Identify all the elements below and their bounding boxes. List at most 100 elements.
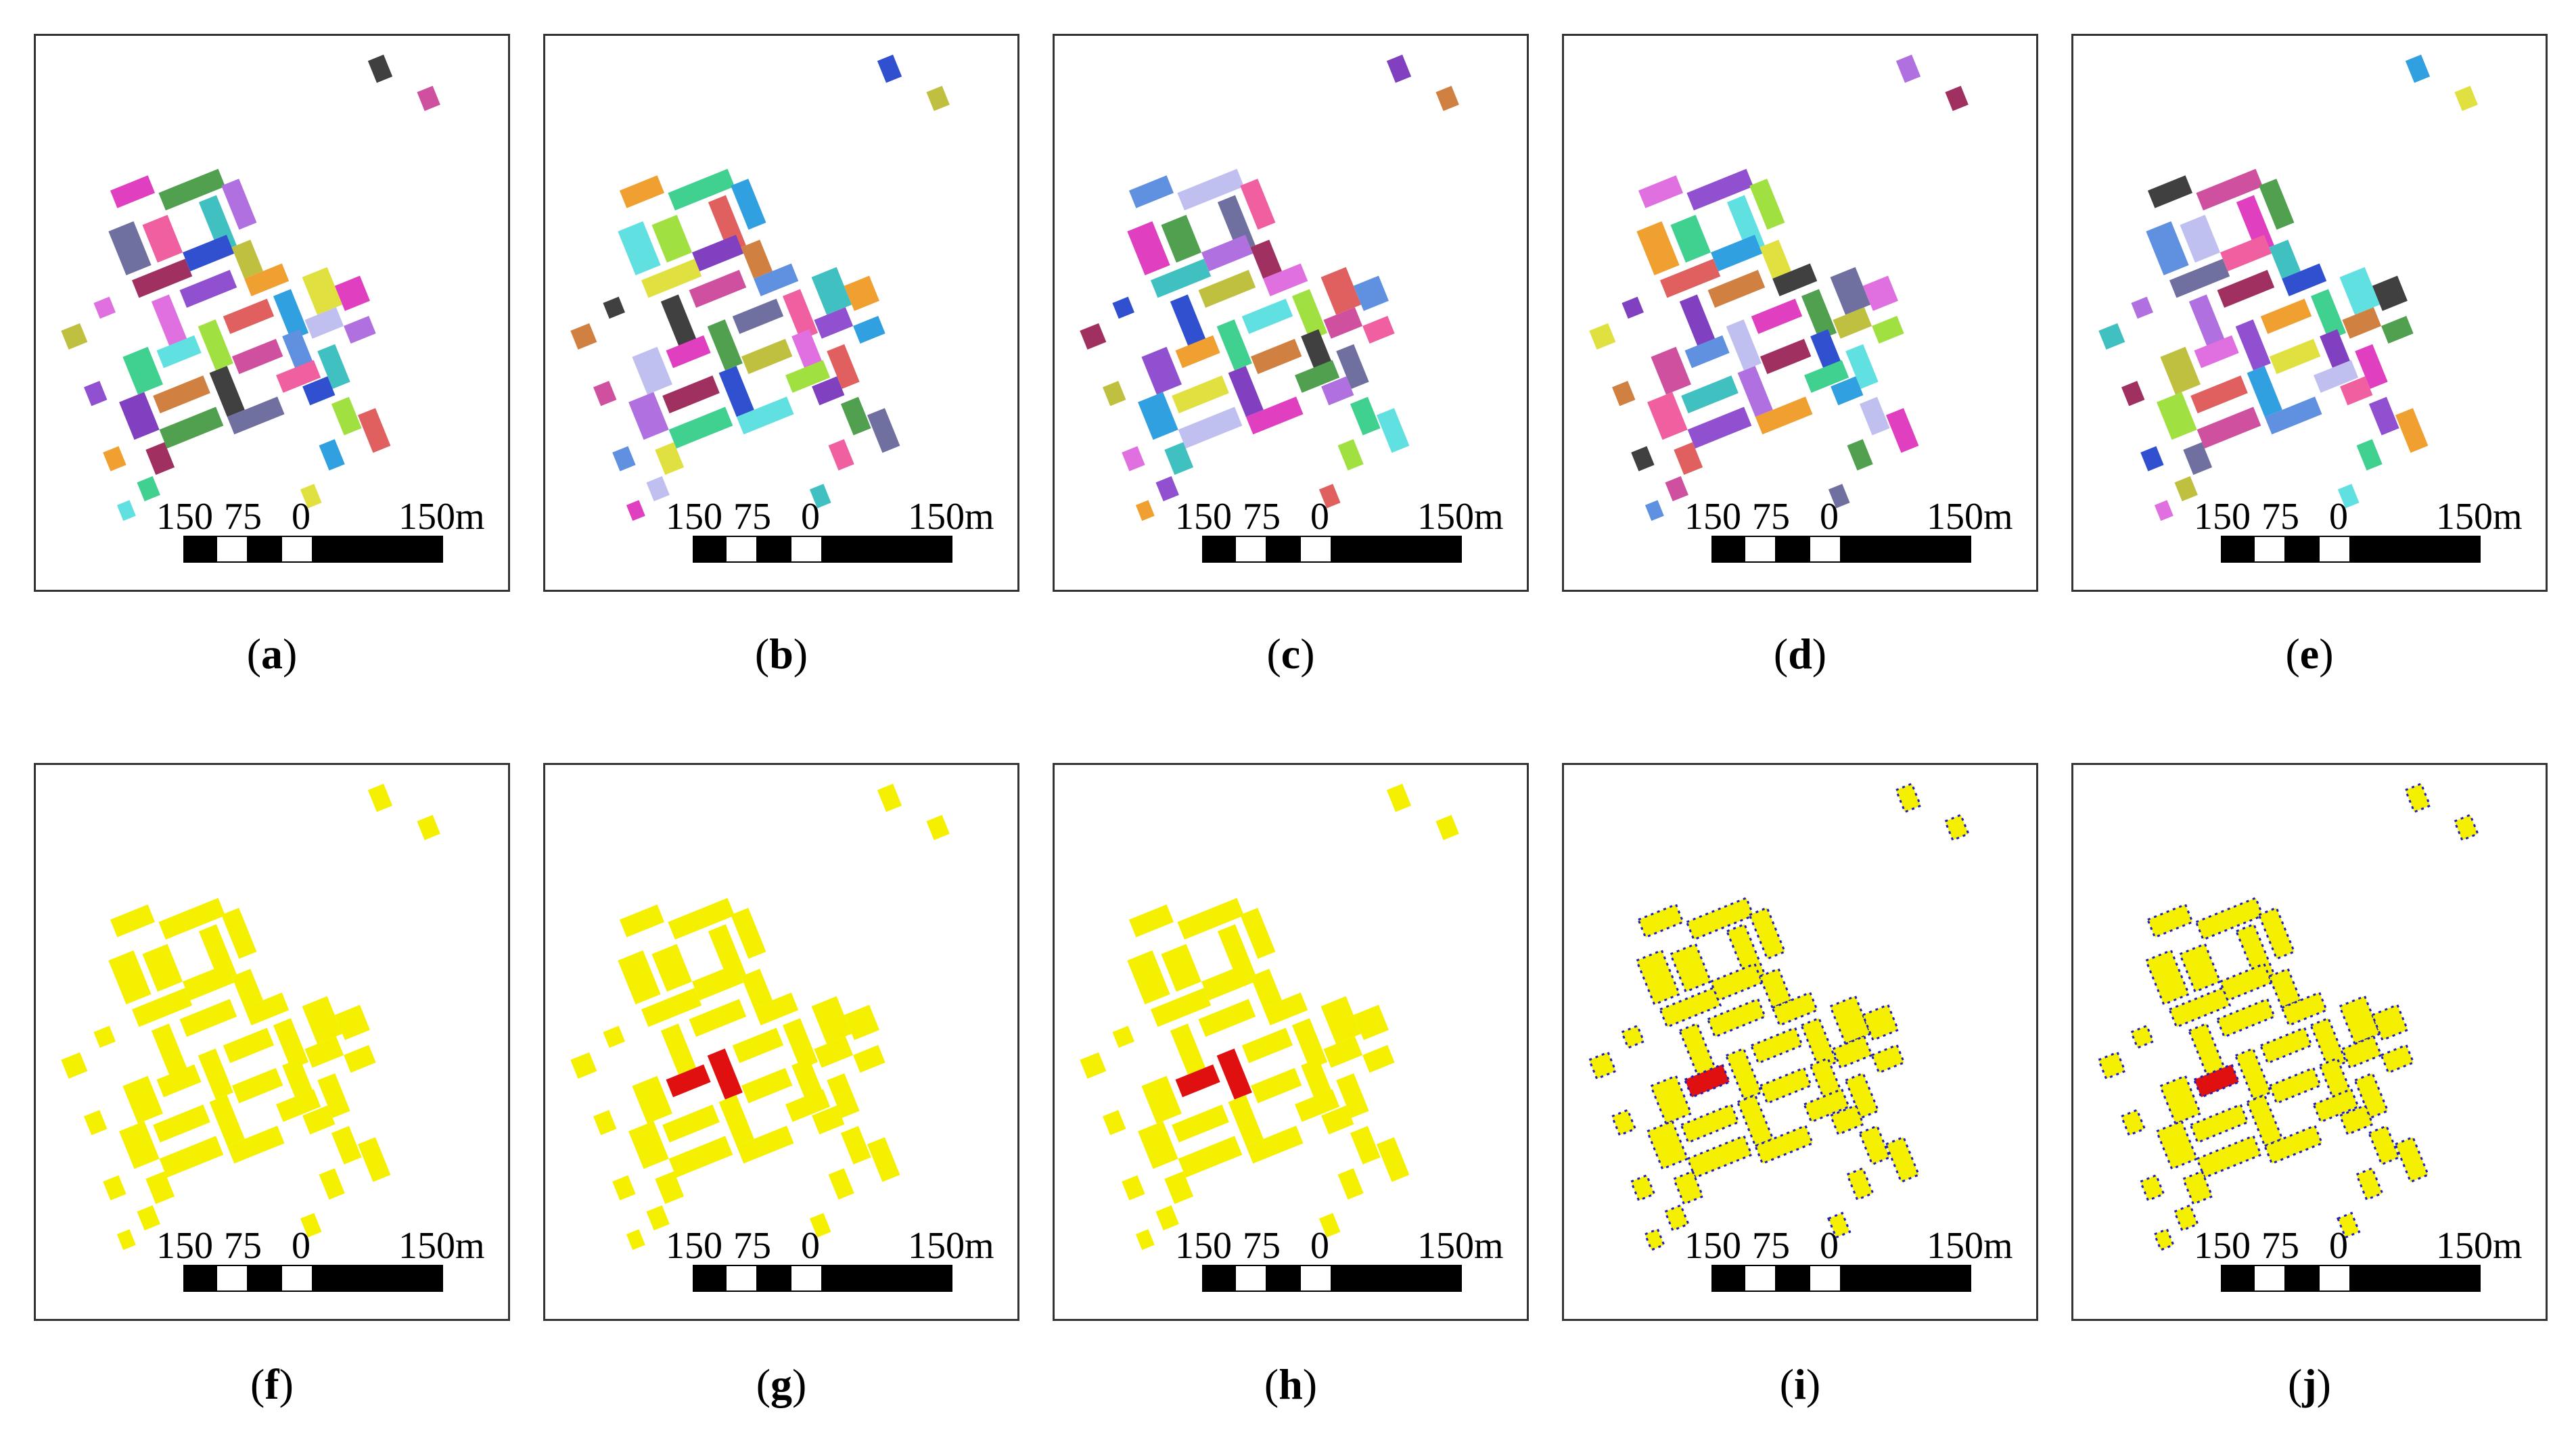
building-footprint bbox=[732, 1027, 784, 1063]
building-footprint bbox=[1170, 1023, 1208, 1082]
building-footprint bbox=[1749, 1026, 1804, 1065]
building-footprint bbox=[1945, 85, 1969, 112]
building-footprint bbox=[628, 392, 669, 440]
building-footprint bbox=[2188, 294, 2227, 352]
building-footprint bbox=[1644, 500, 1664, 521]
building-footprint bbox=[814, 1036, 854, 1068]
building-footprint bbox=[732, 298, 784, 334]
building-footprint bbox=[1336, 344, 1369, 389]
building-footprint bbox=[1318, 1213, 1341, 1238]
building-footprint bbox=[2190, 375, 2248, 414]
building-footprint bbox=[1175, 1064, 1220, 1098]
building-footprint bbox=[1350, 1125, 1381, 1165]
scale-label: 75 bbox=[1752, 496, 1790, 538]
building-footprint bbox=[1376, 1137, 1410, 1182]
building-footprint bbox=[828, 1168, 854, 1200]
building-footprint bbox=[1245, 396, 1304, 435]
building-footprint bbox=[158, 898, 225, 940]
building-footprint bbox=[2269, 338, 2321, 375]
building-footprint bbox=[1386, 54, 1412, 83]
building-footprint bbox=[1872, 316, 1904, 344]
map-panel-j: 150 75 0 150m bbox=[2071, 763, 2548, 1321]
scale-bar-graphic bbox=[693, 1265, 952, 1292]
building-footprint bbox=[1135, 500, 1155, 521]
building-footprint bbox=[612, 446, 636, 471]
building-footprint bbox=[1376, 408, 1410, 453]
building-footprint bbox=[2454, 85, 2478, 112]
building-footprint bbox=[1291, 289, 1328, 340]
building-footprint bbox=[417, 814, 440, 841]
building-footprint bbox=[646, 475, 670, 502]
building-footprint bbox=[593, 381, 617, 406]
building-footprint bbox=[1636, 903, 1684, 939]
building-footprint bbox=[655, 442, 685, 475]
building-footprint bbox=[1674, 442, 1703, 475]
building-footprint bbox=[1435, 85, 1459, 112]
building-footprint bbox=[1760, 239, 1791, 279]
building-footprint bbox=[1870, 1044, 1906, 1074]
panel-caption-letter: g bbox=[770, 1360, 792, 1408]
scale-segment bbox=[2317, 536, 2352, 563]
building-footprint bbox=[2339, 1104, 2374, 1136]
scale-segment bbox=[1233, 536, 1268, 563]
building-footprint bbox=[1679, 294, 1718, 352]
building-footprint bbox=[1684, 335, 1730, 369]
building-footprint bbox=[844, 275, 879, 311]
building-footprint bbox=[131, 258, 193, 298]
building-footprint bbox=[1150, 258, 1212, 298]
building-footprint bbox=[159, 406, 224, 449]
building-footprint bbox=[2146, 903, 2194, 939]
building-footprint bbox=[603, 296, 625, 319]
building-footprint bbox=[1847, 439, 1873, 471]
building-footprint bbox=[319, 439, 345, 471]
map-panel-b: 150 75 0 150m bbox=[543, 34, 1019, 592]
scale-label: 150 bbox=[1175, 496, 1232, 538]
scale-label: 150m bbox=[908, 1225, 994, 1267]
building-footprint bbox=[367, 54, 393, 83]
map-panel-d: 150 75 0 150m bbox=[1562, 34, 2038, 592]
building-footprint bbox=[1894, 782, 1923, 814]
scale-segment bbox=[312, 536, 443, 563]
map-panel-i: 150 75 0 150m bbox=[1562, 763, 2038, 1321]
scale-label: 150m bbox=[398, 496, 485, 538]
building-footprint bbox=[2312, 1088, 2360, 1123]
building-footprint bbox=[317, 1073, 350, 1118]
scale-label: 0 bbox=[801, 1225, 820, 1267]
building-footprint bbox=[785, 360, 831, 393]
building-footprint bbox=[183, 235, 235, 272]
scale-segment bbox=[312, 1265, 443, 1292]
scale-bar: 150 75 0 150m bbox=[156, 496, 485, 563]
building-footprint bbox=[2159, 1074, 2202, 1125]
building-footprint bbox=[2268, 1066, 2322, 1105]
building-footprint bbox=[1103, 381, 1126, 406]
building-footprint bbox=[2155, 1119, 2199, 1171]
building-footprint bbox=[2178, 942, 2222, 994]
building-footprint bbox=[131, 987, 193, 1027]
panel-caption-f: (f) bbox=[250, 1360, 294, 1408]
building-footprint bbox=[1726, 319, 1762, 371]
building-footprint bbox=[2355, 344, 2388, 389]
panel-caption-i: (i) bbox=[1779, 1360, 1821, 1408]
building-footprint bbox=[1318, 484, 1341, 509]
building-footprint bbox=[2194, 335, 2239, 369]
building-footprint bbox=[853, 316, 886, 344]
building-footprint bbox=[791, 1058, 825, 1103]
building-footprint bbox=[1178, 406, 1243, 449]
building-footprint bbox=[570, 1052, 597, 1079]
building-footprint bbox=[103, 446, 127, 471]
building-footprint bbox=[1175, 335, 1220, 369]
building-footprint bbox=[2259, 1026, 2314, 1065]
building-footprint bbox=[668, 898, 735, 940]
scale-segment bbox=[247, 1265, 282, 1292]
building-footprint bbox=[231, 338, 283, 375]
scale-bar: 150 75 0 150m bbox=[1175, 1225, 1504, 1292]
scale-label: 0 bbox=[2329, 1225, 2348, 1267]
building-footprint bbox=[2183, 442, 2213, 475]
building-footprint bbox=[1080, 1052, 1107, 1079]
building-footprint bbox=[1127, 950, 1170, 1005]
building-footprint bbox=[153, 375, 210, 414]
scale-label: 75 bbox=[224, 1225, 262, 1267]
building-footprint bbox=[2147, 175, 2193, 208]
scale-segment bbox=[1233, 1265, 1268, 1292]
building-footprint bbox=[593, 1110, 617, 1136]
